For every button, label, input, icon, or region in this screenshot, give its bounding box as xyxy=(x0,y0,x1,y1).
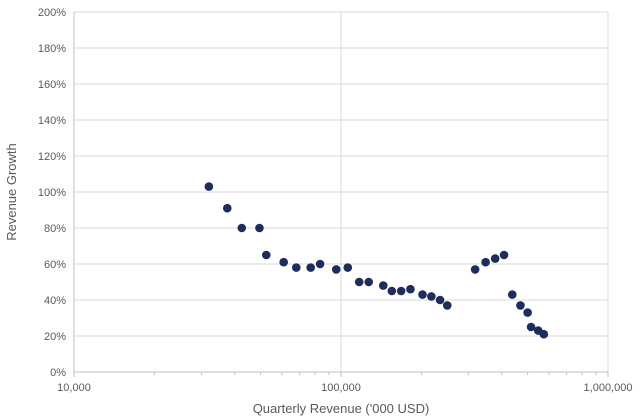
data-point xyxy=(387,286,397,296)
y-tick-label: 0% xyxy=(50,367,66,379)
y-tick-label: 100% xyxy=(38,187,66,199)
data-point xyxy=(490,254,500,263)
y-tick-label: 20% xyxy=(44,331,66,343)
data-point xyxy=(523,308,532,317)
data-point xyxy=(261,250,271,260)
data-point xyxy=(427,292,436,301)
gridlines xyxy=(74,11,609,372)
data-point xyxy=(255,223,264,233)
data-point xyxy=(331,265,341,274)
data-point xyxy=(499,250,509,260)
axes xyxy=(73,12,609,377)
data-point xyxy=(507,290,517,299)
y-tick-label: 40% xyxy=(44,295,66,307)
data-point xyxy=(526,322,536,332)
data-point xyxy=(396,286,406,296)
data-point xyxy=(204,182,214,191)
y-tick-label: 120% xyxy=(38,151,66,163)
x-tick-label: 100,000 xyxy=(321,382,361,394)
data-point xyxy=(315,259,325,269)
y-tick-label: 140% xyxy=(38,115,66,127)
x-axis-title: Quarterly Revenue ('000 USD) xyxy=(253,401,430,416)
data-point xyxy=(418,290,427,299)
y-axis-title: Revenue Growth xyxy=(4,143,19,241)
data-point xyxy=(406,284,415,294)
y-tick-label: 200% xyxy=(38,7,66,19)
data-point xyxy=(354,277,364,287)
data-point xyxy=(291,263,301,272)
data-point xyxy=(516,301,525,310)
data-point xyxy=(539,329,549,339)
data-point xyxy=(306,263,315,272)
data-point xyxy=(364,277,374,287)
data-point xyxy=(222,203,232,213)
y-tick-labels: 0% 20% 40% 60% 80% 100% 120% 140% 160% 180% 200% xyxy=(38,7,66,379)
data-point xyxy=(470,265,480,274)
data-points xyxy=(204,182,549,339)
data-point xyxy=(378,281,388,290)
data-point xyxy=(343,263,353,272)
data-point xyxy=(435,295,445,305)
data-point xyxy=(481,257,490,267)
data-point xyxy=(279,257,288,267)
x-tick-label: 10,000 xyxy=(57,382,91,394)
data-point xyxy=(237,223,247,233)
x-tick-labels: 10,000 100,000 1,000,000 xyxy=(57,382,632,394)
y-tick-label: 60% xyxy=(44,259,66,271)
data-point xyxy=(442,301,452,310)
y-tick-label: 180% xyxy=(38,43,66,55)
x-tick-label: 1,000,000 xyxy=(584,382,633,394)
y-tick-label: 160% xyxy=(38,79,66,91)
y-tick-label: 80% xyxy=(44,223,66,235)
